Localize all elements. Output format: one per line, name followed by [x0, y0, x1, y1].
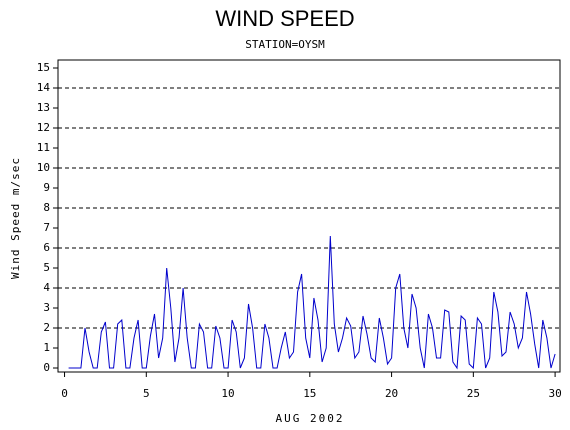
x-tick-label: 10 [221, 387, 234, 400]
y-tick-label: 1 [43, 341, 50, 354]
x-tick-label: 25 [467, 387, 480, 400]
y-tick-label: 7 [43, 221, 50, 234]
x-tick-label: 5 [143, 387, 150, 400]
y-tick-label: 10 [37, 161, 50, 174]
plot-frame [57, 59, 561, 373]
x-tick-label: 30 [548, 387, 561, 400]
y-tick-label: 14 [37, 81, 51, 94]
y-tick-label: 9 [43, 181, 50, 194]
y-tick-label: 13 [37, 101, 50, 114]
y-tick-label: 3 [43, 301, 50, 314]
data-line [68, 235, 556, 370]
y-tick-label: 11 [37, 141, 50, 154]
chart-title: WIND SPEED [215, 6, 354, 31]
x-tick-label: 0 [61, 387, 68, 400]
y-tick-label: 4 [43, 281, 50, 294]
y-tick-label: 0 [43, 361, 50, 374]
x-tick-label: 20 [385, 387, 398, 400]
y-tick-label: 15 [37, 61, 50, 74]
y-tick-label: 8 [43, 201, 50, 214]
y-tick-label: 2 [43, 321, 50, 334]
y-axis-label: Wind Speed m/sec [9, 157, 22, 279]
x-tick-label: 15 [303, 387, 316, 400]
chart-subtitle: STATION=OYSM [245, 38, 325, 51]
y-tick-label: 6 [43, 241, 50, 254]
y-tick-label: 12 [37, 121, 50, 134]
x-axis-label: AUG 2002 [276, 412, 345, 425]
y-tick-label: 5 [43, 261, 50, 274]
